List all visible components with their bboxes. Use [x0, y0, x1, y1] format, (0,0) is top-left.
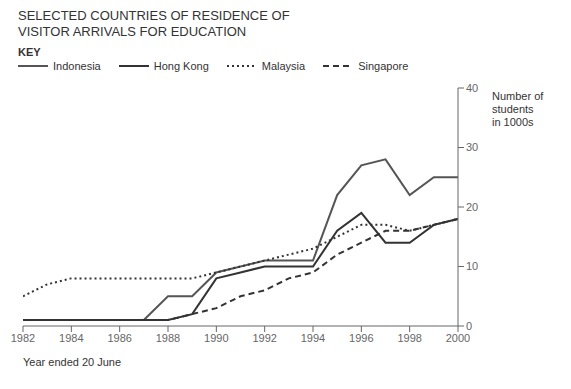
html-text:Indonesia: Indonesia — [53, 60, 101, 72]
html-text:Singapore: Singapore — [358, 60, 409, 72]
html-text:KEY: KEY — [18, 46, 41, 58]
svg-text:1986: 1986 — [107, 332, 131, 344]
svg-text:Year ended 20 June: Year ended 20 June — [23, 356, 121, 368]
svg-text:0: 0 — [466, 320, 472, 332]
svg-text:1982: 1982 — [11, 332, 35, 344]
svg-text:30: 30 — [466, 141, 478, 153]
svg-text:1990: 1990 — [204, 332, 228, 344]
svg-text:2000: 2000 — [446, 332, 470, 344]
svg-text:1996: 1996 — [349, 332, 373, 344]
svg-text:1998: 1998 — [397, 332, 421, 344]
html-text:SELECTED COUNTRIES OF RESIDENC: SELECTED COUNTRIES OF RESIDENCE OF — [18, 8, 290, 23]
html-text:VISITOR ARRIVALS FOR EDUCATION: VISITOR ARRIVALS FOR EDUCATION — [18, 24, 247, 39]
html-text:Malaysia: Malaysia — [261, 60, 306, 72]
svg-text:Number ofstudentsin 1000s: Number ofstudentsin 1000s — [492, 90, 544, 128]
svg-text:1988: 1988 — [156, 332, 180, 344]
svg-text:1994: 1994 — [301, 332, 325, 344]
svg-text:40: 40 — [466, 82, 478, 94]
svg-text:1992: 1992 — [252, 332, 276, 344]
svg-text:1984: 1984 — [59, 332, 83, 344]
svg-text:20: 20 — [466, 201, 478, 213]
svg-text:10: 10 — [466, 260, 478, 272]
html-text:Hong Kong: Hong Kong — [153, 60, 209, 72]
